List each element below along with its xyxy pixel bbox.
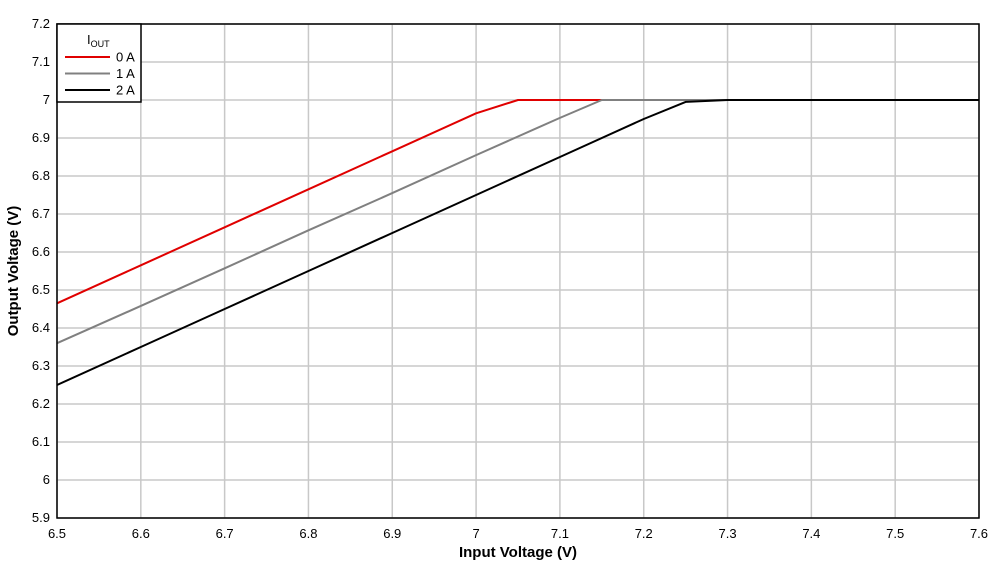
x-tick-label: 6.9 xyxy=(383,526,401,541)
x-tick-label: 6.8 xyxy=(299,526,317,541)
y-axis-title: Output Voltage (V) xyxy=(5,206,22,337)
series-layer xyxy=(56,99,979,386)
y-tick-label: 6.6 xyxy=(32,244,50,259)
y-tick-label: 6 xyxy=(43,472,50,487)
legend-label-2: 2 A xyxy=(116,83,135,98)
y-tick-label: 7.2 xyxy=(32,16,50,31)
legend-title: IOUT xyxy=(87,32,110,49)
x-tick-label: 7.3 xyxy=(719,526,737,541)
y-tick-label: 6.8 xyxy=(32,168,50,183)
legend-items: 0 A1 A 2 A xyxy=(65,50,135,98)
y-tick-label: 7.1 xyxy=(32,54,50,69)
y-tick-label: 6.2 xyxy=(32,396,50,411)
y-tick-label: 5.9 xyxy=(32,510,50,525)
x-axis-title: Input Voltage (V) xyxy=(459,544,577,561)
y-tick-label: 6.3 xyxy=(32,358,50,373)
legend-title-sub: OUT xyxy=(91,39,111,49)
legend-title-main: I xyxy=(87,32,91,47)
x-tick-label: 6.6 xyxy=(132,526,150,541)
y-tick-label: 6.4 xyxy=(32,320,50,335)
x-tick-label: 7.2 xyxy=(635,526,653,541)
x-tick-label: 7.4 xyxy=(802,526,820,541)
x-tick-label: 6.7 xyxy=(216,526,234,541)
plot-background xyxy=(57,24,979,518)
x-tick-label: 7.6 xyxy=(970,526,988,541)
y-tick-label: 7 xyxy=(43,92,50,107)
legend: IOUT 0 A1 A 2 A xyxy=(56,23,142,103)
legend-label-1: 1 A xyxy=(116,66,135,81)
x-tick-labels: 6.5 6.6 6.7 6.8 6.9 7 7.1 7.2 7.3 7.4 7.5 7.6 xyxy=(48,526,988,541)
y-tick-labels: 5.9 6 6.1 6.2 6.3 6.4 6.5 6.6 6.7 6.8 6.9 7 7.1 7.2 xyxy=(32,16,50,525)
y-tick-label: 6.5 xyxy=(32,282,50,297)
x-tick-label: 7 xyxy=(472,526,479,541)
legend-label-0: 0 A xyxy=(116,50,135,65)
x-tick-label: 7.1 xyxy=(551,526,569,541)
x-tick-label: 6.5 xyxy=(48,526,66,541)
y-tick-label: 6.1 xyxy=(32,434,50,449)
y-tick-label: 6.7 xyxy=(32,206,50,221)
y-tick-label: 6.9 xyxy=(32,130,50,145)
x-tick-label: 7.5 xyxy=(886,526,904,541)
plot-frame xyxy=(56,23,980,519)
series-line-2 xyxy=(56,99,979,386)
